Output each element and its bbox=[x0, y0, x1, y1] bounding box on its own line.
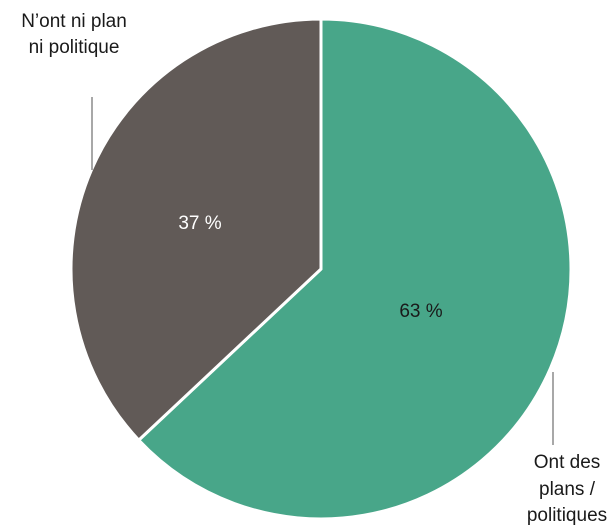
slice-label-has-plans: 63 % bbox=[399, 301, 442, 322]
pie-slices bbox=[69, 17, 573, 521]
callout-has-plans-line-2: plans / bbox=[539, 479, 596, 500]
pie-slice-has-plans bbox=[137, 17, 573, 521]
callout-has-plans-line-1: Ont des bbox=[534, 452, 601, 473]
callout-no-plan-line-2: ni politique bbox=[29, 37, 120, 58]
slice-label-no-plan: 37 % bbox=[178, 213, 221, 234]
callout-no-plan-line-1: N’ont ni plan bbox=[21, 11, 127, 32]
callout-has-plans-line-3: politiques bbox=[527, 505, 607, 526]
